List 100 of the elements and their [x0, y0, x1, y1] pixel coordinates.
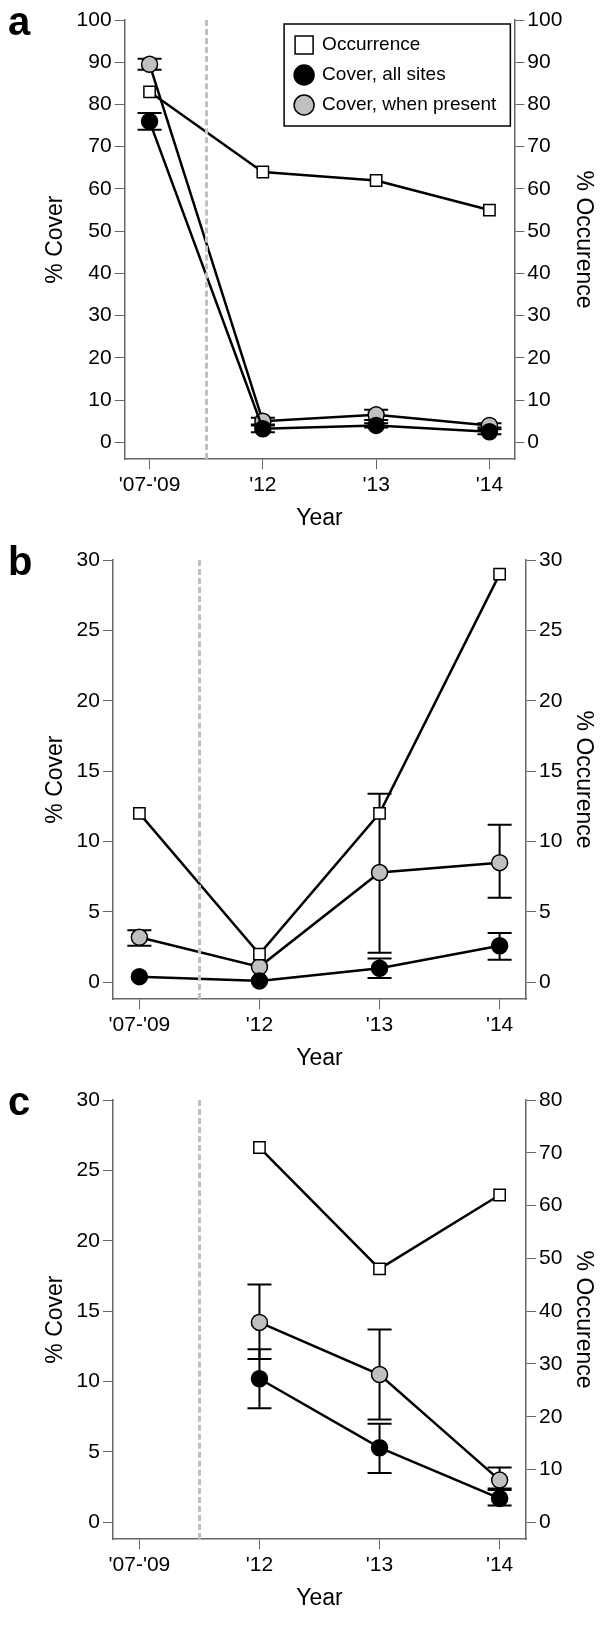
y-tick-label: 15 — [76, 757, 100, 781]
y-tick-label: 40 — [88, 260, 112, 284]
y2-tick-label: 50 — [539, 1245, 563, 1269]
x-tick-label: '07-'09 — [108, 1011, 171, 1035]
y-tick-label: 80 — [88, 91, 112, 115]
point — [130, 928, 149, 947]
y2-tick-label: 0 — [539, 1509, 551, 1533]
point — [250, 1369, 269, 1388]
point — [132, 806, 146, 820]
point — [483, 203, 496, 217]
point — [250, 1313, 269, 1332]
point — [490, 936, 509, 955]
y-tick-label: 20 — [88, 344, 112, 368]
x-tick-label: '14 — [475, 471, 504, 495]
y2-tick-label: 20 — [527, 344, 551, 368]
y2-tick-label: 30 — [539, 546, 563, 570]
y-tick-label: 30 — [76, 546, 100, 570]
y2-axis-title: % Occurence — [571, 170, 598, 309]
x-tick-label: '07-'09 — [118, 471, 181, 495]
point — [370, 1365, 389, 1384]
y-tick-label: 0 — [88, 1509, 100, 1533]
y-axis-title: % Cover — [41, 1275, 68, 1364]
y-tick-label: 10 — [88, 386, 112, 410]
y2-tick-label: 50 — [527, 217, 551, 241]
y2-tick-label: 80 — [539, 1086, 563, 1110]
y-tick-label: 10 — [76, 1368, 100, 1392]
point — [373, 806, 386, 820]
y-tick-label: 20 — [76, 687, 100, 711]
y2-tick-label: 60 — [539, 1192, 563, 1216]
legend-label: Cover, when present — [322, 93, 498, 115]
y2-tick-label: 80 — [527, 91, 551, 115]
y-tick-label: 60 — [88, 175, 112, 199]
x-tick-label: '13 — [365, 1011, 394, 1035]
y-tick-label: 25 — [76, 617, 100, 641]
point — [367, 416, 385, 435]
x-tick-label: '12 — [249, 471, 277, 495]
chart-title: a — [8, 0, 31, 44]
y-tick-label: 20 — [76, 1227, 100, 1251]
point — [493, 1188, 507, 1202]
point — [370, 863, 389, 882]
y-tick-label: 5 — [88, 1438, 100, 1462]
point — [253, 947, 266, 961]
x-tick-label: '07-'09 — [108, 1551, 171, 1575]
point — [250, 972, 269, 990]
point — [373, 1262, 386, 1276]
y2-tick-label: 30 — [527, 302, 551, 326]
point — [143, 85, 156, 99]
y2-tick-label: 40 — [527, 260, 551, 284]
y2-tick-label: 0 — [539, 969, 551, 993]
chart-title: c — [8, 1079, 31, 1124]
chart-title: b — [8, 539, 33, 584]
point — [254, 420, 272, 438]
x-tick-label: '12 — [245, 1011, 274, 1035]
y-tick-label: 15 — [76, 1297, 100, 1321]
legend-label: Occurrence — [322, 33, 421, 55]
x-axis-title: Year — [296, 1583, 344, 1610]
point — [253, 1141, 266, 1154]
point — [369, 174, 383, 187]
y-tick-label: 50 — [88, 217, 112, 241]
y-tick-label: 25 — [76, 1157, 100, 1181]
y2-tick-label: 10 — [527, 386, 551, 410]
y-tick-label: 0 — [99, 429, 112, 453]
point — [490, 1471, 509, 1489]
y-axis-title: % Cover — [41, 735, 68, 824]
point — [256, 165, 270, 179]
point — [140, 55, 159, 74]
legend-label: Cover, all sites — [322, 63, 446, 85]
y2-tick-label: 60 — [527, 175, 551, 199]
y2-tick-label: 70 — [539, 1139, 563, 1163]
y2-tick-label: 25 — [539, 617, 563, 641]
y2-tick-label: 40 — [539, 1297, 563, 1321]
y2-tick-label: 30 — [539, 1350, 563, 1374]
x-axis-title: Year — [296, 1043, 344, 1070]
x-tick-label: '14 — [485, 1011, 514, 1035]
x-tick-label: '13 — [365, 1551, 394, 1575]
y-tick-label: 5 — [88, 898, 100, 922]
y-tick-label: 100 — [76, 6, 112, 30]
x-tick-label: '14 — [485, 1551, 514, 1575]
y2-tick-label: 20 — [539, 687, 563, 711]
y-tick-label: 70 — [88, 133, 112, 157]
y2-axis-title: % Occurence — [571, 710, 598, 849]
x-tick-label: '12 — [245, 1551, 274, 1575]
y2-tick-label: 70 — [527, 133, 551, 157]
point — [370, 1438, 389, 1457]
y2-tick-label: 10 — [539, 828, 563, 852]
y-tick-label: 90 — [88, 49, 112, 73]
y2-tick-label: 15 — [539, 757, 563, 781]
y2-tick-label: 10 — [539, 1456, 563, 1480]
y-tick-label: 30 — [88, 302, 112, 326]
y2-tick-label: 0 — [527, 429, 540, 453]
y2-tick-label: 5 — [539, 898, 551, 922]
x-axis-title: Year — [296, 503, 344, 530]
y-axis-title: % Cover — [41, 195, 68, 284]
y-tick-label: 10 — [76, 828, 100, 852]
y2-axis-title: % Occurence — [571, 1250, 598, 1389]
point — [493, 567, 507, 581]
point — [480, 423, 499, 441]
y-tick-label: 30 — [76, 1086, 100, 1110]
point — [490, 853, 509, 872]
y-tick-label: 0 — [88, 969, 100, 993]
